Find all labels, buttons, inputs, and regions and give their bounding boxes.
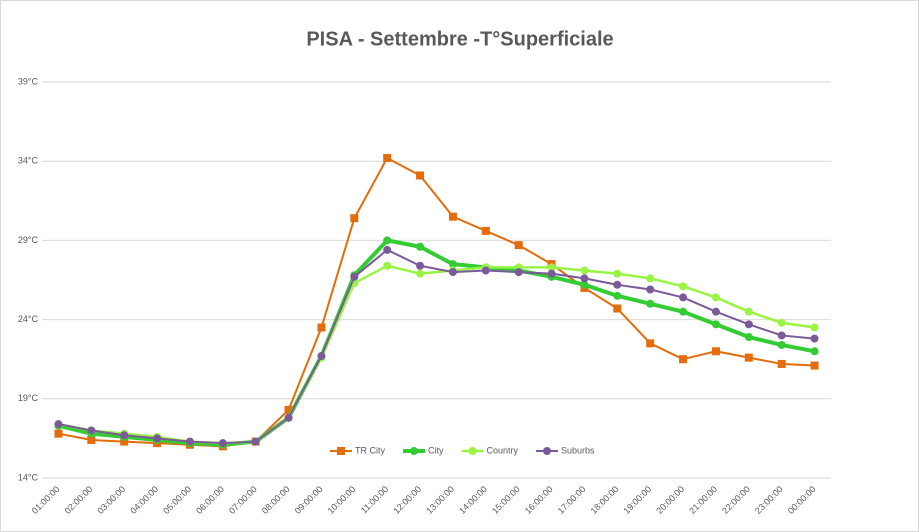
marker (580, 266, 589, 275)
marker (87, 435, 96, 444)
marker (416, 261, 425, 270)
y-tick-label: 29°C (18, 235, 39, 245)
marker (54, 429, 63, 438)
marker (744, 320, 753, 329)
marker (646, 339, 655, 348)
marker (613, 280, 622, 289)
marker (350, 272, 359, 281)
y-tick-label: 39°C (18, 76, 39, 86)
marker (383, 236, 392, 245)
marker (284, 413, 293, 422)
marker (744, 353, 753, 362)
marker (416, 242, 425, 251)
marker (514, 241, 523, 250)
marker (317, 352, 326, 361)
marker (679, 293, 688, 302)
marker (777, 331, 786, 340)
marker (810, 323, 819, 332)
marker (711, 320, 720, 329)
legend-label: Suburbs (561, 445, 595, 455)
legend-label: Country (487, 445, 519, 455)
marker (711, 293, 720, 302)
marker (468, 447, 477, 455)
marker (810, 334, 819, 343)
marker (777, 318, 786, 327)
marker (448, 212, 457, 221)
y-tick-label: 14°C (18, 472, 39, 482)
marker (54, 420, 63, 429)
marker (120, 437, 129, 446)
marker (810, 361, 819, 370)
marker (580, 280, 589, 289)
marker (613, 269, 622, 278)
marker (185, 437, 194, 446)
marker (87, 426, 96, 435)
chart-title: PISA - Settembre -T°Superficiale (306, 28, 613, 50)
series-line (57, 238, 815, 447)
marker (337, 447, 345, 455)
y-tick-label: 34°C (18, 156, 39, 166)
marker (744, 307, 753, 316)
marker (547, 269, 556, 278)
marker (416, 171, 425, 180)
marker (711, 307, 720, 316)
marker (383, 245, 392, 254)
marker (448, 260, 457, 269)
marker (410, 447, 418, 455)
legend-label: City (428, 445, 444, 455)
marker (810, 347, 819, 356)
marker (120, 431, 129, 440)
marker (744, 333, 753, 342)
marker (646, 274, 655, 283)
marker (613, 291, 622, 300)
legend-label: TR City (355, 445, 385, 455)
marker (646, 285, 655, 294)
marker (679, 307, 688, 316)
marker (514, 268, 523, 277)
marker (580, 274, 589, 283)
marker (383, 261, 392, 270)
marker (543, 447, 552, 455)
marker (481, 226, 490, 235)
marker (481, 266, 490, 275)
series-line (58, 248, 815, 445)
marker (646, 299, 655, 308)
marker (251, 437, 260, 446)
marker (777, 340, 786, 349)
marker (383, 154, 392, 163)
marker (448, 268, 457, 277)
marker (317, 323, 326, 332)
marker (711, 347, 720, 356)
y-tick-label: 19°C (18, 393, 39, 403)
marker (613, 304, 622, 313)
y-tick-label: 24°C (18, 314, 39, 324)
marker (777, 359, 786, 368)
marker (679, 282, 688, 291)
marker (416, 269, 425, 278)
marker (284, 405, 293, 414)
marker (547, 263, 556, 272)
marker (679, 355, 688, 364)
marker (350, 214, 359, 223)
marker (153, 434, 162, 443)
marker (218, 439, 227, 448)
